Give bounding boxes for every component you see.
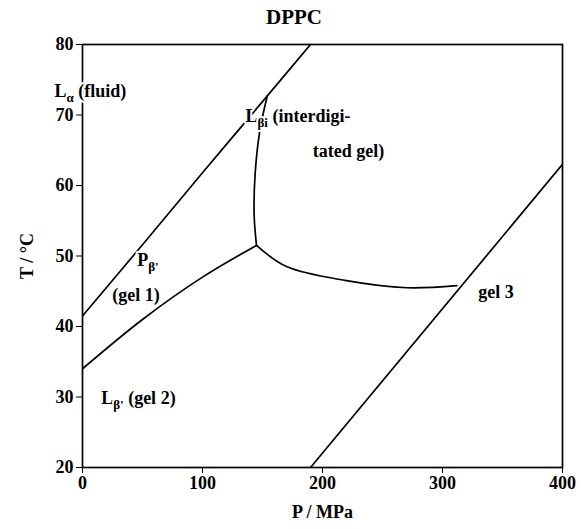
svg-text:50: 50 [56,246,74,266]
svg-text:Pβ': Pβ' [137,250,158,274]
svg-text:70: 70 [56,105,74,125]
svg-text:gel 3: gel 3 [478,282,514,302]
svg-text:P / MPa: P / MPa [292,502,353,522]
svg-text:tated gel): tated gel) [313,141,384,162]
svg-text:Lβi (interdigi-: Lβi (interdigi- [246,106,351,130]
svg-text:(gel 1): (gel 1) [112,285,159,306]
svg-text:T / °C: T / °C [17,233,37,279]
svg-text:80: 80 [56,34,74,54]
svg-text:400: 400 [549,473,576,493]
svg-text:0: 0 [78,473,87,493]
svg-text:Lα (fluid): Lα (fluid) [55,81,127,105]
html-text:DPPC: DPPC [266,5,322,29]
svg-text:Lβ' (gel 2): Lβ' (gel 2) [101,388,175,412]
svg-text:20: 20 [56,457,74,477]
svg-text:100: 100 [189,473,216,493]
svg-text:200: 200 [309,473,336,493]
svg-text:40: 40 [56,316,74,336]
svg-text:30: 30 [56,387,74,407]
svg-text:300: 300 [429,473,456,493]
svg-text:60: 60 [56,175,74,195]
